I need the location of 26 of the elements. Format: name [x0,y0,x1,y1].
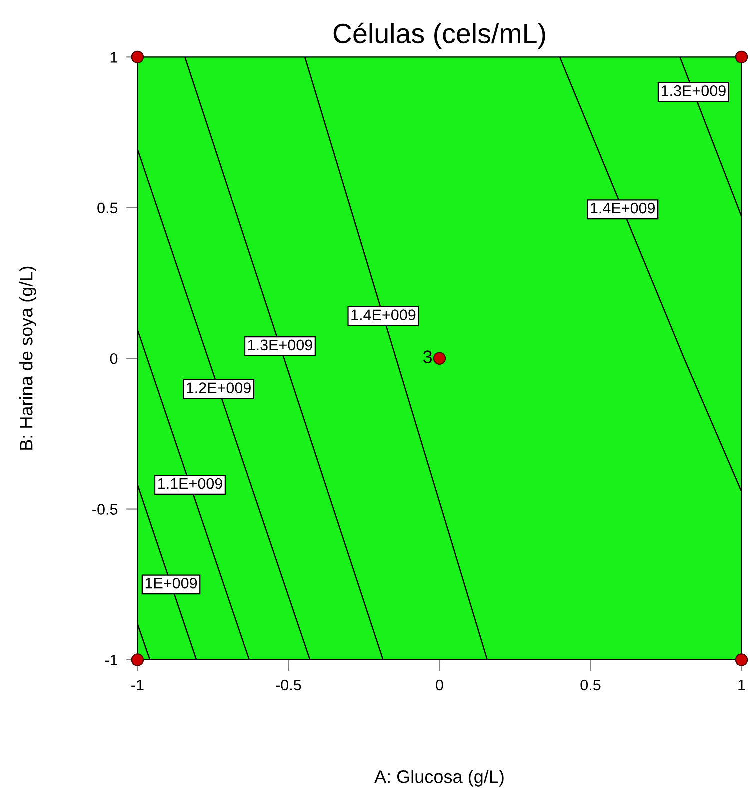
point [735,654,748,666]
y-tick-label: 0 [110,353,118,364]
y-tick-label: 1 [110,52,118,63]
point [131,50,144,64]
series-label: 1E+009 [146,578,198,589]
y-axis-title: B: Harina de soya (g/L) [20,266,36,450]
annotation: 3 [423,350,432,364]
series-label: 1.3E+009 [248,340,312,351]
y-tick-label: 0.5 [98,202,118,214]
x-tick-label: 1 [738,680,746,690]
series-label: 1.3E+009 [662,86,726,96]
point [131,654,144,666]
series-label: 1.1E+009 [158,478,222,490]
y-tick-label: -1 [105,655,118,666]
series-label: 1.4E+009 [352,310,416,320]
y-tick-label: -0.5 [92,504,118,515]
point [735,50,748,64]
x-tick-label: -1 [132,680,144,690]
x-axis-title: A: Glucosa (g/L) [374,770,504,787]
x-tick-label: -0.5 [276,680,302,691]
chart-title: Células (cels/mL) [334,22,546,50]
point [433,352,446,365]
series-label: 1.2E+009 [187,382,251,394]
series-label: 1.4E+009 [591,202,656,214]
x-tick-label: 0 [436,680,444,691]
x-tick-label: 0.5 [580,680,601,691]
